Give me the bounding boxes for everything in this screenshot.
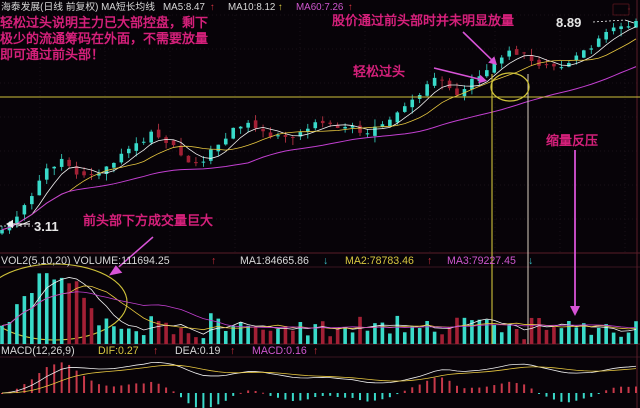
svg-text:MA2:78783.46: MA2:78783.46 [345,255,414,267]
svg-text:轻松过头说明主力已大部控盘，剩下: 轻松过头说明主力已大部控盘，剩下 [0,15,208,30]
svg-text:MA3:79227.45: MA3:79227.45 [447,255,516,267]
svg-text:↑: ↑ [153,345,158,357]
svg-text:↑: ↑ [211,255,216,267]
svg-text:↑: ↑ [210,2,215,13]
svg-text:前头部下方成交量巨大: 前头部下方成交量巨大 [83,213,213,228]
svg-text:MA1:84665.86: MA1:84665.86 [240,255,309,267]
svg-text:↑: ↑ [278,2,283,13]
svg-text:MACD:0.16: MACD:0.16 [252,345,307,357]
svg-text:↑: ↑ [348,2,353,13]
svg-text:↑: ↑ [230,345,235,357]
svg-text:↑: ↑ [427,255,432,267]
svg-text:DIF:0.27: DIF:0.27 [98,345,139,357]
svg-text:MA60:7.26: MA60:7.26 [296,2,344,13]
svg-text:VOL2(5,10,20) VOLUME:111694.25: VOL2(5,10,20) VOLUME:111694.25 [1,255,170,267]
svg-text:轻松过头: 轻松过头 [353,64,405,79]
svg-text:即可通过前头部！: 即可通过前头部！ [0,47,104,62]
svg-text:↓: ↓ [528,255,533,267]
svg-text:MA10:8.12: MA10:8.12 [228,2,275,13]
svg-text:↓: ↓ [323,255,328,267]
svg-text:MA5:8.47: MA5:8.47 [163,2,205,13]
svg-text:缩量反压: 缩量反压 [546,133,598,148]
svg-text:极少的流通筹码在外面，不需要放量: 极少的流通筹码在外面，不需要放量 [0,31,208,46]
svg-text:8.89: 8.89 [556,15,581,30]
svg-text:股价通过前头部时并未明显放量: 股价通过前头部时并未明显放量 [332,13,514,28]
svg-text:3.11: 3.11 [34,219,59,234]
svg-text:海泰发展(日线 前复权) MA短长均线: 海泰发展(日线 前复权) MA短长均线 [1,0,155,13]
svg-text:DEA:0.19: DEA:0.19 [175,345,220,357]
svg-text:MACD(12,26,9): MACD(12,26,9) [1,345,75,357]
svg-text:↑: ↑ [313,345,318,357]
